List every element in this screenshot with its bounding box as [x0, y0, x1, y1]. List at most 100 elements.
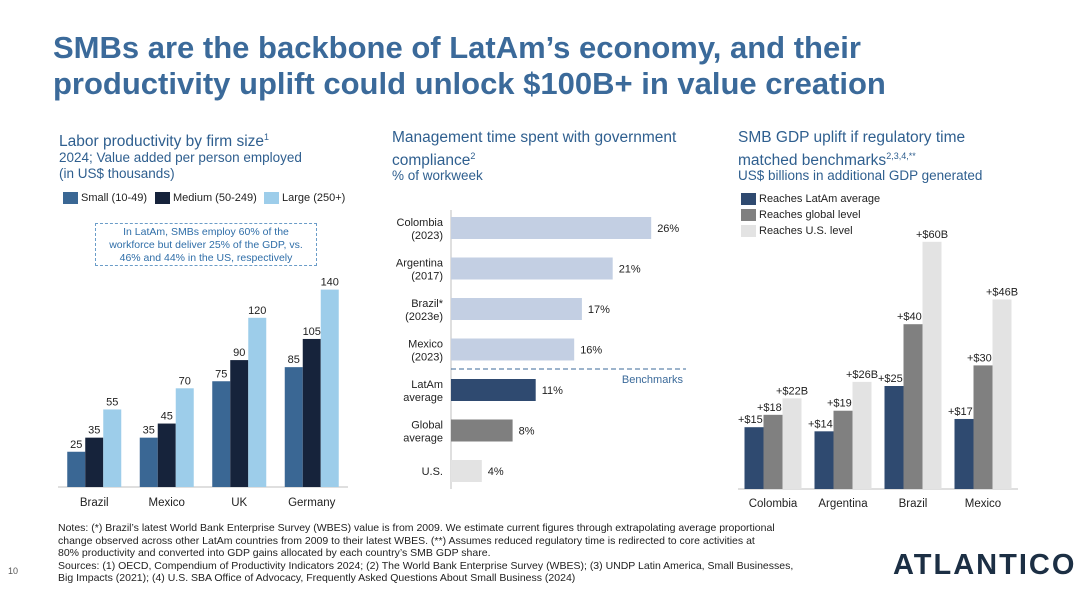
chart1-data-label: 75: [215, 368, 227, 380]
panel3-subtitle: US$ billions in additional GDP generated: [738, 168, 983, 183]
chart3-bar: [852, 381, 872, 489]
chart1-bar: [175, 388, 194, 487]
chart2-category-label: (2023): [411, 230, 443, 242]
chart3-category-label: Colombia: [749, 498, 798, 510]
panel3-title-line-2: matched benchmarks: [738, 152, 887, 170]
chart2-data-label: 26%: [657, 223, 679, 235]
chart3-data-label: +$60B: [916, 229, 948, 241]
chart2-data-label: 11%: [542, 385, 563, 397]
legend-swatch-reaches-latam: [741, 193, 756, 205]
panel2-title-sup: 2: [470, 151, 476, 161]
chart1-category-label: Germany: [288, 497, 336, 509]
callout-line-2: workforce but deliver 25% of the GDP, vs…: [109, 239, 303, 251]
legend-swatch-large: [264, 192, 279, 204]
chart3-category-label: Brazil: [899, 498, 928, 510]
chart1-data-label: 55: [106, 396, 118, 408]
chart2-category-label: average: [403, 433, 443, 445]
chart1-data-label: 35: [88, 425, 100, 437]
chart2-data-label: 17%: [588, 304, 610, 316]
legend-label-small: Small (10-49): [81, 192, 148, 204]
chart1-data-label: 35: [143, 425, 155, 437]
benchmarks-label: Benchmarks: [622, 374, 684, 386]
chart1-bar: [212, 381, 231, 487]
chart2-category-label: (2017): [411, 271, 443, 283]
legend-reaches-global: Reaches global level: [741, 209, 861, 221]
title-line-1: SMBs are the backbone of LatAm’s economy…: [53, 30, 861, 65]
footnotes: Notes: (*) Brazil’s latest World Bank En…: [58, 522, 868, 585]
panel3-title: SMB GDP uplift if regulatory time matche…: [738, 128, 965, 170]
chart2-bar: [451, 379, 536, 401]
legend-label-medium: Medium (50-249): [173, 192, 257, 204]
legend-swatch-reaches-global: [741, 209, 756, 221]
chart1-bar: [248, 317, 267, 487]
chart1-data-label: 25: [70, 439, 82, 451]
chart1-data-label: 85: [288, 354, 300, 366]
chart3-category-label: Argentina: [818, 498, 868, 510]
chart2-category-label: U.S.: [422, 466, 443, 478]
panel1-title-sup: 1: [264, 132, 270, 142]
chart1-data-label: 45: [161, 411, 173, 423]
chart2-bar: [451, 298, 582, 320]
chart3-bar: [903, 324, 923, 489]
panel2-title-line-2: compliance: [392, 152, 471, 170]
chart1-bar: [302, 338, 321, 487]
panel2-title: Management time spent with government co…: [392, 128, 676, 170]
chart2-data-label: 8%: [519, 426, 535, 438]
chart3-bar: [884, 386, 904, 489]
title-line-2: productivity uplift could unlock $100B+ …: [53, 66, 886, 101]
panel1-title: Labor productivity by firm size1: [59, 128, 269, 151]
chart1-data-label: 70: [179, 375, 191, 387]
chart2-category-label: (2023e): [405, 311, 443, 323]
chart2-data-label: 4%: [488, 466, 504, 478]
chart3-bar: [973, 365, 993, 489]
chart2-category-label: average: [403, 392, 443, 404]
chart3-data-label: +$22B: [776, 385, 808, 397]
legend-reaches-latam: Reaches LatAm average: [741, 193, 880, 205]
chart1-bar: [139, 437, 158, 487]
callout-line-1: In LatAm, SMBs employ 60% of the: [123, 226, 289, 238]
chart2-category-label: Argentina: [396, 258, 444, 270]
chart1-bar: [284, 367, 303, 487]
legend-reaches-us: Reaches U.S. level: [741, 225, 853, 237]
chart1-category-label: Brazil: [80, 497, 109, 509]
chart1-bar: [230, 360, 249, 487]
panel1-subtitle-2: (in US$ thousands): [59, 166, 175, 181]
legend-medium: Medium (50-249): [155, 192, 257, 204]
chart2-bar: [451, 257, 613, 280]
chart2-data-label: 16%: [580, 345, 602, 357]
chart3-data-label: +$19B: [827, 398, 859, 410]
chart1-bar: [103, 409, 122, 487]
chart2-bar: [451, 460, 482, 482]
page-title: SMBs are the backbone of LatAm’s economy…: [53, 30, 1053, 102]
legend-swatch-medium: [155, 192, 170, 204]
chart2-bar: [451, 419, 513, 442]
chart1-data-label: 90: [233, 347, 245, 359]
legend-label-reaches-us: Reaches U.S. level: [759, 225, 853, 237]
chart3-data-label: +$40B: [897, 311, 929, 323]
legend-label-reaches-global: Reaches global level: [759, 209, 861, 221]
panel2-title-line-1: Management time spent with government: [392, 129, 677, 146]
chart2-category-label: Colombia: [397, 217, 444, 229]
chart3-bar: [763, 414, 783, 489]
chart3-bar: [744, 427, 764, 489]
chart2-category-label: Global: [411, 420, 443, 432]
chart3-bar: [922, 241, 942, 489]
chart1-bar: [67, 451, 86, 487]
panel3-title-line-1: SMB GDP uplift if regulatory time: [738, 129, 966, 146]
notes-line-2: change observed across other LatAm count…: [58, 534, 755, 547]
legend-label-large: Large (250+): [282, 192, 346, 204]
callout-box: In LatAm, SMBs employ 60% of the workfor…: [95, 223, 317, 266]
chart3-data-label: +$46B: [986, 286, 1018, 298]
chart1-category-label: UK: [231, 497, 247, 509]
chart3-bar: [814, 431, 834, 489]
panel1-title-text: Labor productivity by firm size: [59, 133, 265, 151]
panel2-subtitle: % of workweek: [392, 168, 483, 183]
chart1-category-label: Mexico: [149, 497, 185, 509]
notes-line-1: Notes: (*) Brazil’s latest World Bank En…: [58, 522, 775, 534]
chart3-data-label: +$18B: [757, 402, 789, 414]
atlantico-logo: ATLANTICO: [893, 549, 1077, 581]
legend-swatch-small: [63, 192, 78, 204]
chart3-data-label: +$14B: [808, 418, 840, 430]
notes-line-4: Sources: (1) OECD, Compendium of Product…: [58, 559, 794, 572]
